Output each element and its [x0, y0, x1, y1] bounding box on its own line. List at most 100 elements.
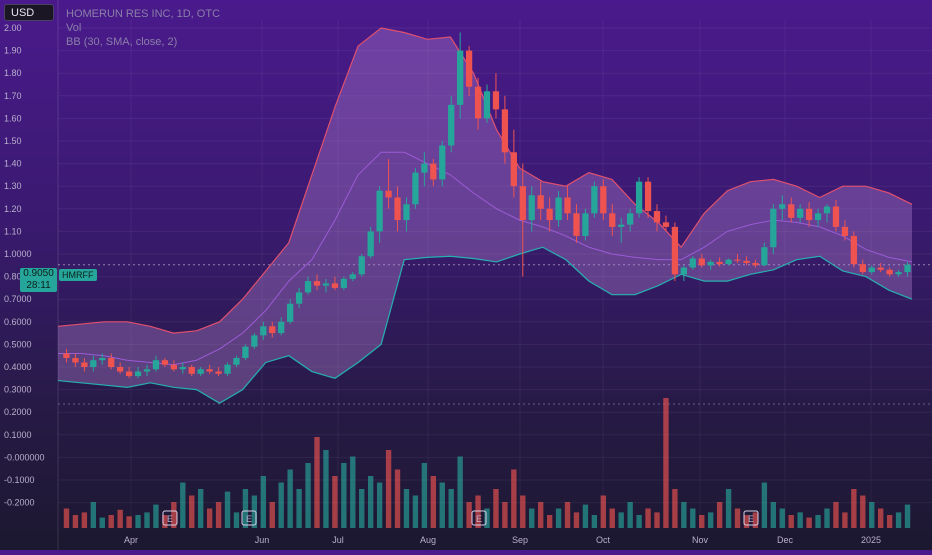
symbol-badge: HMRFF [59, 269, 97, 281]
chart-legend: HOMERUN RES INC, 1D, OTC Vol BB (30, SMA… [66, 7, 220, 49]
candle-body [546, 208, 553, 221]
candle-body [242, 346, 249, 358]
candle-body [895, 272, 902, 275]
candle-body [680, 267, 687, 275]
candle-body [662, 222, 670, 227]
indicator-legend[interactable]: BB (30, SMA, close, 2) [66, 36, 178, 48]
volume-bar [690, 508, 696, 528]
candle-body [457, 50, 464, 105]
earnings-event-marker [743, 510, 759, 526]
volume-bar [260, 476, 266, 528]
candle-body [779, 204, 786, 209]
volume-bar [99, 517, 105, 528]
band-fill [58, 28, 912, 404]
volume-bar [833, 502, 839, 528]
candle-body [528, 195, 535, 221]
candle-body [886, 269, 893, 275]
candle-body [868, 267, 875, 273]
volume-bar [144, 512, 150, 528]
candle-body [770, 208, 777, 248]
candle-body [805, 208, 813, 221]
candles [63, 32, 911, 379]
candle-body [403, 204, 410, 221]
candle-body [215, 371, 222, 374]
y-tick-label: 0.4000 [4, 362, 32, 372]
candle-body [206, 369, 213, 372]
volume-bar [314, 437, 320, 528]
candle-body [385, 190, 392, 198]
volume-bar [430, 476, 436, 528]
volume-bar [493, 489, 499, 528]
candle-body [492, 91, 500, 110]
candle-body [573, 213, 580, 236]
volume-bar [645, 508, 651, 528]
y-tick-label: 0.7000 [4, 294, 32, 304]
earnings-event-label: E [748, 514, 754, 524]
volume-bar [126, 516, 132, 528]
candle-body [197, 369, 204, 374]
candle-body [376, 190, 383, 232]
candle-body [743, 260, 750, 264]
volume-bar [484, 508, 490, 528]
volume-bar [600, 495, 606, 528]
volume-bar [350, 456, 356, 528]
volume-bar [278, 482, 284, 528]
candle-body [269, 326, 276, 334]
candle-body [439, 145, 446, 180]
candle-body [188, 367, 195, 374]
candle-body [734, 259, 741, 261]
earnings-event-marker [471, 510, 487, 526]
volume-bar [538, 502, 544, 528]
volume-bar [502, 502, 508, 528]
volume-bar [564, 502, 571, 528]
volume-bar [359, 489, 365, 528]
y-tick-label: 1.30 [4, 181, 22, 191]
volume-bar [162, 515, 168, 528]
currency-selector[interactable]: USD [4, 4, 54, 21]
volume-bar [672, 489, 678, 528]
candle-body [421, 163, 428, 173]
volume-bar [394, 469, 401, 528]
y-tick-label: 1.50 [4, 136, 22, 146]
grid [57, 0, 932, 550]
candle-body [519, 186, 526, 221]
candle-body [725, 259, 732, 265]
volume-bar [591, 515, 598, 528]
volume-bar [573, 512, 580, 528]
x-tick-label: Dec [777, 535, 794, 545]
volume-bar [81, 512, 88, 528]
x-tick-label: Oct [596, 535, 611, 545]
y-axis: 2.00 1.90 1.80 1.70 1.60 1.50 1.40 1.30 1.20 1.10… [4, 23, 45, 508]
x-axis: Apr Jun Jul Aug Sep Oct Nov Dec 2025 [124, 535, 881, 545]
candle-body [313, 281, 321, 286]
volume-bar [189, 495, 195, 528]
volume-bar [412, 495, 419, 528]
candle-body [797, 208, 804, 218]
candle-body [161, 360, 169, 365]
volume-bar [886, 515, 893, 528]
volume-bar [224, 491, 231, 528]
volume-bar [779, 508, 785, 528]
candle-body [72, 357, 79, 363]
candle-body [850, 235, 857, 265]
volume-bar [529, 508, 535, 528]
last-price: 0.9050 [23, 268, 54, 279]
volume-bar [761, 482, 768, 528]
volume-bar [806, 517, 812, 528]
candle-body [814, 213, 822, 221]
volume-bar [788, 515, 794, 528]
earnings-event-marker [241, 510, 257, 526]
candle-body [501, 109, 509, 153]
volume-bar [403, 489, 410, 528]
volume-legend: Vol [66, 22, 82, 34]
volume-bar [511, 469, 517, 528]
candle-body [832, 206, 840, 227]
candle-body [108, 357, 115, 367]
candle-body [859, 264, 866, 273]
y-tick-label: 1.0000 [4, 249, 32, 259]
candle-body [260, 326, 267, 336]
candle-body [322, 283, 330, 286]
y-tick-label: 0.5000 [4, 339, 32, 349]
